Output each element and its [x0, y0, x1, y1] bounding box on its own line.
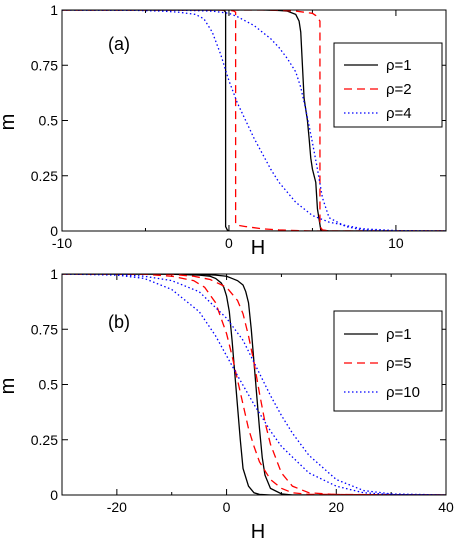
x-tick-label: 40 — [438, 499, 454, 515]
legend-label: ρ=10 — [386, 384, 420, 401]
y-tick-label: 0 — [50, 223, 58, 239]
y-tick-label: 0.25 — [31, 168, 58, 184]
legend: ρ=1 ρ=5 ρ=10 — [333, 310, 443, 412]
series-line-2-branch-1 — [62, 274, 446, 495]
series-line-3-branch-1 — [62, 10, 446, 231]
series-line-1-branch-2 — [62, 274, 446, 495]
y-tick-label: 1 — [50, 266, 58, 282]
legend-label: ρ=5 — [386, 355, 412, 372]
y-tick-label: 1 — [50, 2, 58, 18]
y-tick-label: 0.5 — [39, 113, 59, 129]
y-axis-label: m — [0, 378, 19, 395]
y-tick-label: 0.75 — [31, 57, 58, 73]
panel-b: -20 0 20 40 0 0.25 0.5 0.75 1 (b) H m ρ=1 ρ=5 ρ=10 — [0, 266, 454, 543]
plot-frame — [61, 273, 447, 496]
legend-label: ρ=4 — [386, 105, 412, 122]
legend-box — [333, 310, 443, 412]
x-tick-label: -20 — [107, 499, 127, 515]
series-line-3-branch-1 — [62, 274, 446, 495]
x-tick-label: 0 — [223, 499, 231, 515]
x-tick-label: 10 — [388, 235, 404, 251]
panel-label: (b) — [108, 312, 130, 332]
y-tick-label: 0 — [50, 487, 58, 503]
y-axis-label: m — [0, 114, 19, 131]
y-tick-label: 0.5 — [39, 377, 59, 393]
x-tick-label: -10 — [52, 235, 72, 251]
series-line-1-branch-1 — [62, 274, 446, 495]
series-line-3-branch-2 — [62, 274, 446, 495]
legend-label: ρ=1 — [386, 57, 412, 74]
y-tick-label: 0.75 — [31, 321, 58, 337]
series-line-2-branch-2 — [62, 10, 446, 231]
x-axis-label: H — [251, 521, 265, 543]
series-line-3-branch-2 — [62, 10, 446, 231]
y-tick-label: 0.25 — [31, 432, 58, 448]
x-axis-label: H — [251, 237, 265, 259]
x-tick-label: 20 — [328, 499, 344, 515]
plot-frame — [61, 9, 447, 232]
legend: ρ=1 ρ=2 ρ=4 — [333, 42, 443, 128]
panel-label: (a) — [108, 34, 130, 54]
x-tick-label: 0 — [225, 235, 233, 251]
legend-label: ρ=2 — [386, 81, 412, 98]
series-line-2-branch-2 — [62, 274, 446, 495]
legend-label: ρ=1 — [386, 326, 412, 343]
